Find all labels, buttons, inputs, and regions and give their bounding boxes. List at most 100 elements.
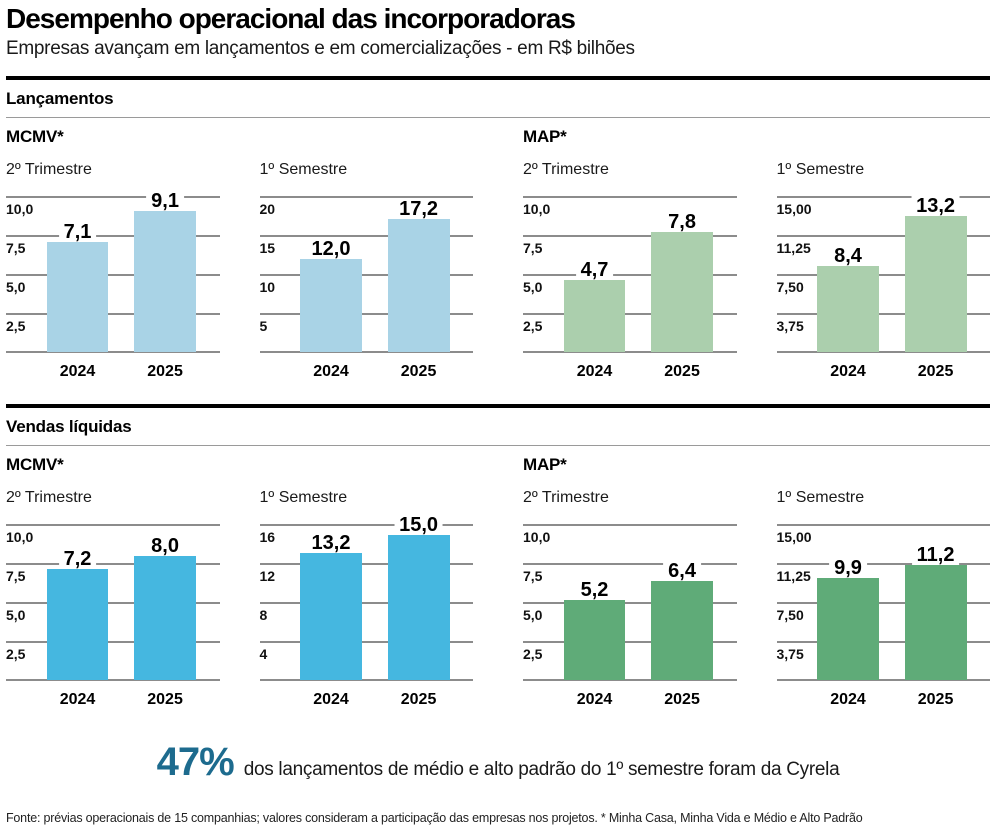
gridline — [259, 312, 473, 315]
bar-2025 — [651, 581, 713, 681]
gridline — [259, 524, 473, 527]
y-axis-tick-label: 10,0 — [6, 529, 34, 546]
highlight-stat: 47% — [156, 740, 235, 785]
group-mcmv: MCMV* 2º Trimestre 10,0 7,5 5,0 2,5 7,1 9,1 2… — [6, 118, 473, 384]
x-axis-labels: 2024 2025 — [260, 358, 474, 384]
bar-value-label: 15,0 — [394, 515, 444, 536]
bar-2024 — [817, 578, 879, 681]
bar-value-label: 9,1 — [146, 191, 184, 212]
y-axis-tick-label: 15,00 — [776, 529, 812, 546]
gridline — [776, 563, 990, 566]
chart-cell: 1º Semestre 15,00 11,25 7,50 3,75 8,4 13,2 20… — [776, 148, 991, 384]
x-axis-label: 2024 — [830, 363, 866, 381]
bar-2025 — [651, 231, 713, 353]
gridline — [6, 679, 220, 682]
source-footnote: Fonte: prévias operacionais de 15 compan… — [6, 811, 863, 825]
gridline — [6, 235, 220, 238]
chart-cell: 1º Semestre 15,00 11,25 7,50 3,75 9,9 11,2 20… — [776, 476, 991, 712]
x-axis-labels: 2024 2025 — [777, 358, 991, 384]
section-divider — [6, 76, 990, 81]
bar-chart: 10,0 7,5 5,0 2,5 7,1 9,1 — [6, 191, 220, 354]
chart-period-label: 1º Semestre — [259, 489, 348, 507]
bar-value-label: 7,8 — [663, 211, 701, 232]
bar-2024 — [46, 568, 109, 681]
y-axis-tick-label: 12 — [259, 568, 276, 585]
gridline — [259, 351, 473, 354]
chart-cell: 1º Semestre 20 15 10 5 12,0 17,2 2024 2025 — [259, 148, 474, 384]
chart-period-label: 2º Trimestre — [6, 489, 92, 507]
x-axis-label: 2025 — [917, 363, 954, 381]
bar-value-label: 12,0 — [306, 239, 356, 260]
gridline — [6, 524, 220, 527]
y-axis-tick-label: 2,5 — [523, 317, 543, 334]
y-axis-tick-label: 15 — [259, 240, 276, 257]
gridline — [523, 601, 737, 604]
gridline — [6, 196, 220, 199]
y-axis-tick-label: 11,25 — [776, 240, 811, 257]
x-axis-labels: 2024 2025 — [777, 686, 991, 712]
x-axis-labels: 2024 2025 — [6, 358, 220, 384]
chart-period-label: 1º Semestre — [776, 489, 865, 507]
gridline — [776, 235, 990, 238]
bar-chart: 15,00 11,25 7,50 3,75 8,4 13,2 — [776, 196, 990, 354]
section-vendas-liquidas: Vendas líquidas MCMV* 2º Trimestre 10,0 7… — [6, 404, 990, 712]
gridline — [523, 524, 737, 527]
gridline — [259, 563, 473, 566]
bar-2024 — [817, 265, 879, 353]
gridline — [776, 601, 990, 604]
section-divider — [6, 404, 990, 409]
page-title: Desempenho operacional das incorporadora… — [6, 3, 576, 34]
gridline — [523, 640, 737, 643]
y-axis-tick-label: 7,5 — [6, 240, 26, 257]
y-axis-tick-label: 2,5 — [6, 317, 26, 334]
y-axis-tick-label: 5 — [259, 317, 268, 334]
bar-chart: 20 15 10 5 12,0 17,2 — [259, 196, 473, 354]
group-mcmv: MCMV* 2º Trimestre 10,0 7,5 5,0 2,5 7,2 8,0 2… — [6, 446, 473, 712]
section-title: Vendas líquidas — [6, 417, 132, 437]
x-axis-label: 2025 — [400, 691, 437, 709]
y-axis-tick-label: 10 — [259, 278, 276, 295]
group-map: MAP* 2º Trimestre 10,0 7,5 5,0 2,5 5,2 6,4 20… — [523, 446, 990, 712]
chart-period-label: 2º Trimestre — [523, 489, 609, 507]
x-axis-label: 2025 — [664, 691, 700, 709]
chart-period-label: 2º Trimestre — [523, 161, 609, 179]
gridline — [776, 273, 990, 276]
y-axis-tick-label: 5,0 — [523, 606, 543, 623]
bar-value-label: 9,9 — [829, 558, 867, 579]
y-axis-tick-label: 4 — [259, 645, 268, 662]
bar-2024 — [300, 259, 362, 353]
section-underline — [6, 117, 990, 119]
bar-value-label: 8,4 — [829, 245, 867, 266]
y-axis-tick-label: 5,0 — [523, 278, 543, 295]
page-subtitle: Empresas avançam em lançamentos e em com… — [6, 38, 635, 60]
y-axis-tick-label: 8 — [259, 606, 268, 623]
highlight-callout: 47% dos lançamentos de médio e alto padrã… — [6, 740, 990, 785]
x-axis-label: 2025 — [400, 363, 437, 381]
gridline — [776, 196, 990, 199]
y-axis-tick-label: 5,0 — [6, 606, 26, 623]
x-axis-labels: 2024 2025 — [523, 358, 737, 384]
group-title: MAP* — [523, 455, 567, 475]
y-axis-tick-label: 5,0 — [6, 278, 26, 295]
gridline — [776, 312, 990, 315]
gridline — [523, 273, 737, 276]
chart-period-label: 2º Trimestre — [6, 161, 92, 179]
gridline — [6, 601, 220, 604]
bar-2024 — [300, 552, 362, 681]
x-axis-label: 2025 — [917, 691, 954, 709]
gridline — [6, 312, 220, 315]
bar-value-label: 17,2 — [394, 199, 444, 220]
y-axis-tick-label: 10,0 — [6, 201, 34, 218]
chart-cell: 2º Trimestre 10,0 7,5 5,0 2,5 4,7 7,8 2024 202… — [523, 148, 737, 384]
gridline — [259, 601, 473, 604]
gridline — [776, 524, 990, 527]
y-axis-tick-label: 20 — [259, 201, 276, 218]
y-axis-tick-label: 7,5 — [6, 568, 26, 585]
group-title: MCMV* — [6, 127, 64, 147]
chart-period-label: 1º Semestre — [259, 161, 348, 179]
chart-cell: 2º Trimestre 10,0 7,5 5,0 2,5 7,2 8,0 2024 202… — [6, 476, 220, 712]
y-axis-tick-label: 15,00 — [776, 201, 812, 218]
bar-chart: 10,0 7,5 5,0 2,5 4,7 7,8 — [523, 196, 737, 354]
y-axis-tick-label: 2,5 — [6, 645, 26, 662]
x-axis-label: 2024 — [313, 691, 349, 709]
